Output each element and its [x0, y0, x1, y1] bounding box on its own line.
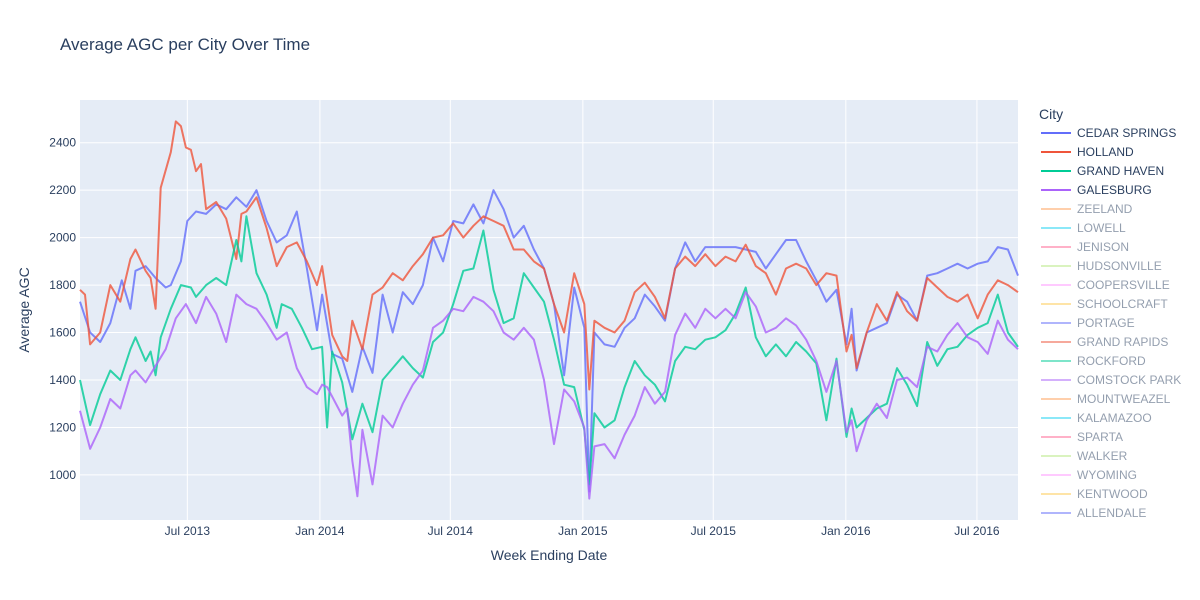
legend-label: ALLENDALE: [1077, 506, 1146, 520]
y-tick-label: 2000: [49, 231, 76, 245]
legend-item[interactable]: GRAND RAPIDS: [1041, 335, 1168, 349]
x-tick-label: Jul 2015: [691, 524, 737, 538]
y-tick-label: 1200: [49, 420, 76, 434]
legend-label: HUDSONVILLE: [1077, 259, 1162, 273]
legend-label: KALAMAZOO: [1077, 411, 1152, 425]
y-tick-label: 2200: [49, 183, 76, 197]
series-line-1: [79, 120, 1019, 391]
legend-item[interactable]: ROCKFORD: [1041, 354, 1146, 368]
series-line-3: [79, 291, 1019, 500]
legend-item[interactable]: LOWELL: [1041, 221, 1126, 235]
legend-label: GRAND HAVEN: [1077, 164, 1164, 178]
y-tick-label: 1400: [49, 373, 76, 387]
y-axis-ticks: 1000 1200 1400 1600 1800 2000 2200 2400: [49, 136, 76, 482]
y-tick-label: 1000: [49, 468, 76, 482]
y-tick-label: 1800: [49, 278, 76, 292]
y-axis-title: Average AGC: [16, 267, 32, 352]
x-tick-label: Jan 2016: [821, 524, 871, 538]
series-line-2: [79, 215, 1019, 486]
legend-label: PORTAGE: [1077, 316, 1135, 330]
legend-label: COOPERSVILLE: [1077, 278, 1170, 292]
legend-title: City: [1039, 106, 1063, 122]
legend-item[interactable]: GRAND HAVEN: [1041, 164, 1164, 178]
x-tick-label: Jul 2014: [428, 524, 474, 538]
legend-item[interactable]: CEDAR SPRINGS: [1041, 126, 1176, 140]
legend-label: SCHOOLCRAFT: [1077, 297, 1168, 311]
legend-item[interactable]: WYOMING: [1041, 468, 1137, 482]
legend-item[interactable]: ALLENDALE: [1041, 506, 1146, 520]
legend-item[interactable]: ZEELAND: [1041, 202, 1133, 216]
legend-item[interactable]: COOPERSVILLE: [1041, 278, 1170, 292]
legend-item[interactable]: MOUNTWEAZEL: [1041, 392, 1171, 406]
legend-label: HOLLAND: [1077, 145, 1134, 159]
series-layer: [79, 120, 1019, 500]
legend-item[interactable]: COMSTOCK PARK: [1041, 373, 1181, 387]
chart-title: Average AGC per City Over Time: [60, 35, 310, 54]
legend-label: LOWELL: [1077, 221, 1126, 235]
legend-label: KENTWOOD: [1077, 487, 1148, 501]
x-tick-label: Jul 2013: [165, 524, 211, 538]
x-tick-label: Jan 2014: [295, 524, 345, 538]
legend-item[interactable]: JENISON: [1041, 240, 1129, 254]
x-axis-title: Week Ending Date: [491, 547, 608, 563]
legend-label: GALESBURG: [1077, 183, 1152, 197]
legend-label: JENISON: [1077, 240, 1129, 254]
legend-label: SPARTA: [1077, 430, 1123, 444]
legend-label: CEDAR SPRINGS: [1077, 126, 1176, 140]
legend-item[interactable]: KENTWOOD: [1041, 487, 1148, 501]
y-tick-label: 1600: [49, 326, 76, 340]
plot-area: [80, 100, 1018, 520]
legend-label: ZEELAND: [1077, 202, 1133, 216]
legend-label: GRAND RAPIDS: [1077, 335, 1168, 349]
legend-item[interactable]: HOLLAND: [1041, 145, 1134, 159]
legend-label: WYOMING: [1077, 468, 1137, 482]
x-axis-ticks: Jul 2013 Jan 2014 Jul 2014 Jan 2015 Jul 2015…: [165, 524, 1000, 538]
legend-item[interactable]: WALKER: [1041, 449, 1128, 463]
legend-item[interactable]: GALESBURG: [1041, 183, 1152, 197]
legend-label: COMSTOCK PARK: [1077, 373, 1181, 387]
legend-item[interactable]: SPARTA: [1041, 430, 1123, 444]
x-tick-label: Jan 2015: [558, 524, 608, 538]
legend-item[interactable]: PORTAGE: [1041, 316, 1135, 330]
legend-item[interactable]: KALAMAZOO: [1041, 411, 1152, 425]
legend-item[interactable]: SCHOOLCRAFT: [1041, 297, 1168, 311]
legend-label: MOUNTWEAZEL: [1077, 392, 1171, 406]
legend-label: ROCKFORD: [1077, 354, 1146, 368]
legend-item[interactable]: HUDSONVILLE: [1041, 259, 1162, 273]
legend-label: WALKER: [1077, 449, 1128, 463]
y-tick-label: 2400: [49, 136, 76, 150]
x-tick-label: Jul 2016: [954, 524, 1000, 538]
legend: City CEDAR SPRINGS HOLLAND GRAND HAVEN GALE…: [1039, 106, 1181, 520]
